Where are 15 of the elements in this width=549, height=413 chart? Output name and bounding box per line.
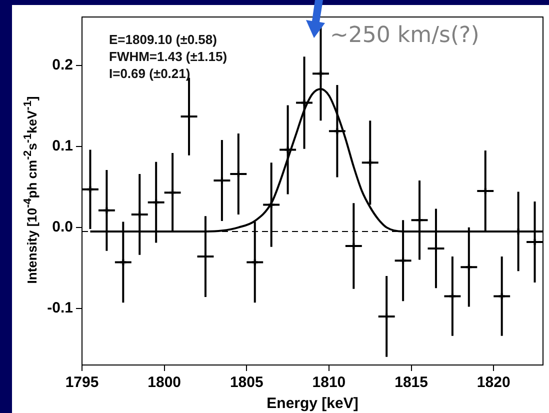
annotation: E=1809.10 (±0.58) bbox=[109, 31, 218, 48]
y-tick-label: -0.1 bbox=[47, 299, 73, 316]
y-tick-label: 0.1 bbox=[52, 138, 73, 155]
x-tick-label: 1810 bbox=[312, 374, 346, 392]
x-tick-label: 1815 bbox=[394, 374, 428, 392]
y-tick-label: 0.0 bbox=[52, 218, 73, 236]
x-axis-title: Energy [keV] bbox=[266, 395, 358, 412]
x-tick-label: 1805 bbox=[230, 374, 264, 392]
x-tick-label: 1800 bbox=[148, 374, 182, 392]
annotation: ~250 km/s(?) bbox=[330, 23, 480, 48]
annotation: I=0.69 (±0.21) bbox=[109, 65, 192, 82]
x-tick-label: 1820 bbox=[476, 374, 510, 392]
x-tick-label: 1795 bbox=[65, 374, 99, 392]
annotation: FWHM=1.43 (±1.15) bbox=[109, 48, 228, 65]
y-tick-label: 0.2 bbox=[52, 56, 73, 74]
